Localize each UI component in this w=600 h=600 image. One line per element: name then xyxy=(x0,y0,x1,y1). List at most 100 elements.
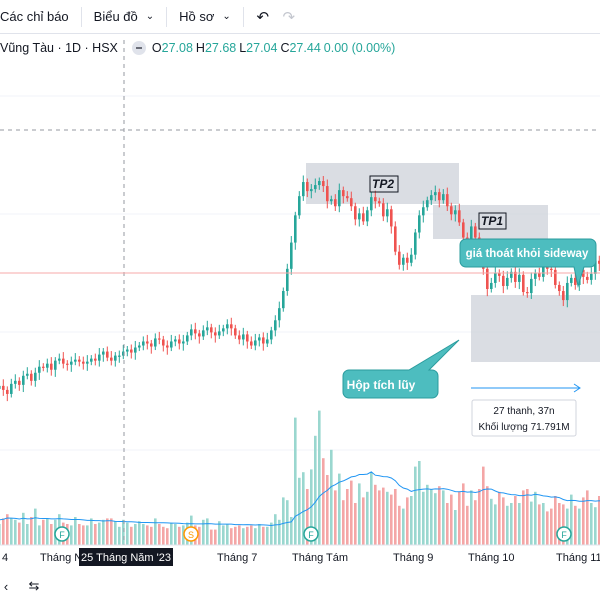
candle-body xyxy=(90,358,93,362)
volume-bar xyxy=(322,458,325,545)
redo-button[interactable]: ↷ xyxy=(276,4,302,30)
candle-body xyxy=(370,197,373,211)
volume-bar xyxy=(582,497,585,545)
toolbar-divider xyxy=(242,6,244,27)
earnings-marker[interactable]: F xyxy=(303,526,319,542)
volume-bar xyxy=(494,504,497,545)
candle-body xyxy=(102,351,105,355)
volume-bar xyxy=(598,496,600,545)
candle-body xyxy=(10,383,13,394)
candle-body xyxy=(306,182,309,192)
volume-bar xyxy=(154,518,157,545)
candle-body xyxy=(590,273,593,280)
candle-body xyxy=(338,190,341,207)
indicators-button[interactable]: Các chỉ báo xyxy=(0,0,75,34)
open-value: 27.08 xyxy=(161,41,193,55)
candle-body xyxy=(422,207,425,216)
candle-body xyxy=(114,355,117,361)
volume-bar xyxy=(198,526,201,545)
svg-text:S: S xyxy=(188,530,194,540)
candle-body xyxy=(178,339,181,344)
candle-body xyxy=(162,339,165,346)
candle-body xyxy=(70,361,73,365)
volume-bar xyxy=(130,526,133,545)
volume-bar xyxy=(566,508,569,545)
accumulation-zone[interactable] xyxy=(471,295,600,362)
candle-body xyxy=(38,366,41,373)
volume-bar xyxy=(2,518,5,545)
volume-bar xyxy=(178,526,181,545)
candle-body xyxy=(330,199,333,202)
earnings-marker[interactable]: F xyxy=(556,526,572,542)
candle-body xyxy=(530,278,533,294)
volume-bar xyxy=(438,486,441,545)
volume-bar xyxy=(230,528,233,545)
candle-body xyxy=(86,361,89,364)
candle-body xyxy=(298,196,301,216)
volume-bar xyxy=(558,503,561,545)
collapse-legend-icon[interactable] xyxy=(131,41,146,55)
candle-body xyxy=(402,257,405,265)
candle-body xyxy=(158,338,161,340)
volume-bar xyxy=(122,519,125,545)
candle-body xyxy=(198,333,201,337)
volume-bar xyxy=(90,518,93,545)
time-axis-label: Tháng 11 xyxy=(556,552,600,564)
candle-body xyxy=(34,372,37,381)
volume-bar xyxy=(342,500,345,545)
candle-body xyxy=(254,340,257,346)
candle-body xyxy=(126,349,129,352)
nav-back-icon[interactable]: ‹ xyxy=(3,578,9,594)
volume-bar xyxy=(50,524,53,545)
measure-bars-text: 27 thanh, 37n xyxy=(493,406,554,417)
candle-body xyxy=(526,292,529,294)
volume-bar xyxy=(474,500,477,545)
candle-body xyxy=(362,213,365,222)
volume-bar xyxy=(570,494,573,545)
chart-type-dropdown[interactable]: Biểu đồ ⌄ xyxy=(88,0,160,34)
toolbar-divider xyxy=(166,6,168,27)
close-value: 27.44 xyxy=(289,41,321,55)
symbol-title[interactable]: Vũng Tàu · 1D · HSX xyxy=(0,41,118,55)
accumulation-callout[interactable] xyxy=(342,339,460,399)
volume-bar xyxy=(262,526,265,545)
candle-body xyxy=(238,335,241,340)
low-key: L xyxy=(239,41,247,55)
replay-icon[interactable]: ⇆ xyxy=(28,578,40,593)
candle-body xyxy=(66,363,69,365)
candle-body xyxy=(262,337,265,344)
volume-bar xyxy=(114,521,117,545)
candle-body xyxy=(514,271,517,282)
earnings-marker[interactable]: F xyxy=(54,526,70,542)
volume-bar xyxy=(526,489,529,545)
volume-bar xyxy=(22,512,25,545)
volume-bar xyxy=(334,490,337,545)
svg-text:F: F xyxy=(59,530,65,540)
volume-bar xyxy=(126,522,129,545)
candle-body xyxy=(110,357,113,361)
breakout-callout[interactable] xyxy=(459,238,597,288)
volume-bars xyxy=(0,410,600,545)
volume-bar xyxy=(42,519,45,545)
candle-body xyxy=(50,363,53,370)
undo-button[interactable]: ↶ xyxy=(250,4,276,30)
candle-body xyxy=(318,181,321,186)
profile-dropdown[interactable]: Hồ sơ ⌄ xyxy=(173,0,237,34)
volume-moving-average xyxy=(0,471,600,527)
candle-body xyxy=(570,277,573,283)
high-key: H xyxy=(195,41,205,55)
volume-bar xyxy=(26,524,29,545)
volume-bar xyxy=(294,417,297,545)
candle-body xyxy=(242,334,245,340)
open-key: O xyxy=(151,41,162,55)
volume-bar xyxy=(442,490,445,545)
volume-bar xyxy=(46,518,49,545)
volume-bar xyxy=(214,529,217,545)
candle-body xyxy=(122,351,125,356)
split-marker[interactable]: S xyxy=(183,526,199,542)
candle-body xyxy=(246,334,249,342)
candle-body xyxy=(430,195,433,201)
volume-bar xyxy=(330,449,333,545)
candle-body xyxy=(442,194,445,201)
